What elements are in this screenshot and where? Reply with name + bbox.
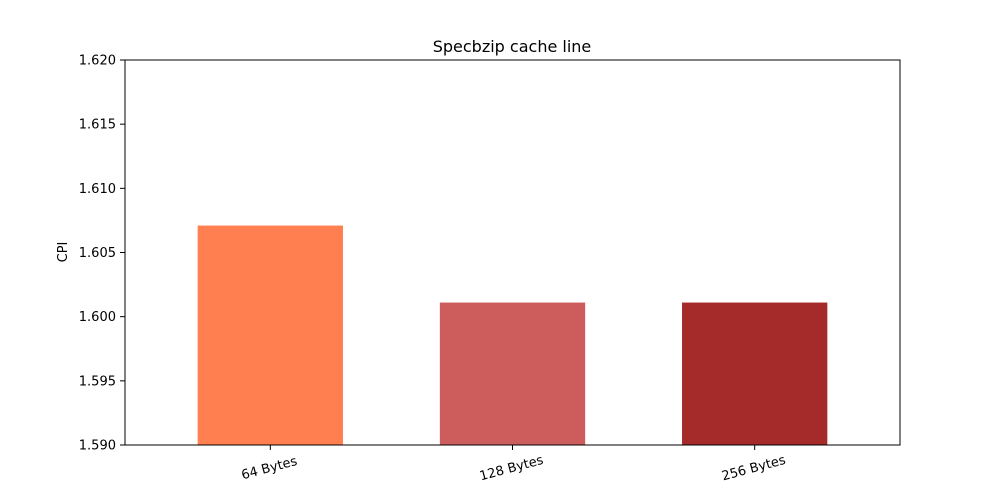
y-tick-label: 1.605: [79, 246, 116, 261]
y-tick-label: 1.620: [79, 54, 116, 69]
x-tick-label: 256 Bytes: [720, 453, 787, 484]
y-axis-label: CPI: [56, 242, 71, 263]
x-tick-label: 64 Bytes: [240, 454, 299, 483]
x-tick-label: 128 Bytes: [478, 453, 545, 484]
bar-128-bytes: [439, 302, 586, 445]
chart-title: Specbzip cache line: [433, 37, 592, 56]
y-axis-ticks: 1.590 1.595 1.600 1.605 1.610 1.615 1.620: [79, 54, 125, 454]
y-tick-label: 1.595: [79, 374, 116, 389]
x-axis-ticks: 64 Bytes 128 Bytes 256 Bytes: [240, 445, 788, 484]
bar-256-bytes: [682, 302, 828, 445]
plot-area-frame: [124, 59, 901, 446]
y-tick-label: 1.590: [79, 439, 116, 454]
y-tick-label: 1.600: [79, 310, 116, 325]
y-tick-label: 1.615: [79, 118, 116, 133]
bar-64-bytes: [197, 225, 343, 445]
y-tick-label: 1.610: [79, 182, 116, 197]
bars-group: [197, 225, 828, 445]
